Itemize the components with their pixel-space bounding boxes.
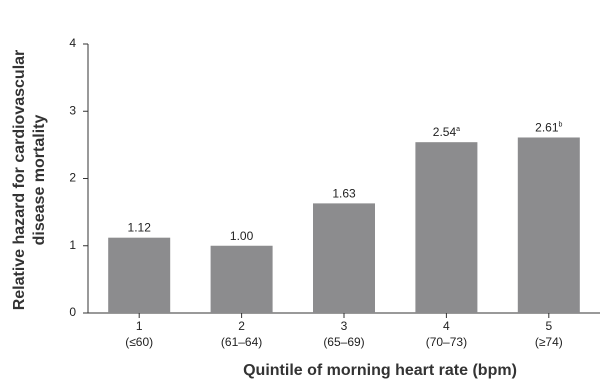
x-tick-label: 4	[443, 319, 450, 333]
y-tick-label: 1	[69, 238, 76, 252]
x-tick-label: 2	[238, 319, 245, 333]
bar	[517, 137, 580, 313]
value-label-note: a	[456, 126, 460, 133]
x-tick-sublabel: (70–73)	[426, 335, 467, 349]
value-label: 1.63	[332, 187, 356, 201]
y-tick-label: 2	[69, 171, 76, 185]
x-tick-label: 3	[341, 319, 348, 333]
value-label-text: 1.12	[128, 221, 152, 235]
value-label-text: 1.00	[230, 229, 254, 243]
value-label-note: b	[559, 121, 563, 128]
value-label-text: 2.54	[433, 125, 457, 139]
value-label-text: 2.61	[535, 121, 559, 135]
y-tick-label: 4	[69, 36, 76, 50]
value-label-text: 1.63	[332, 187, 356, 201]
value-label: 2.54a	[433, 125, 460, 139]
y-tick-label: 3	[69, 103, 76, 117]
y-axis-title: Relative hazard for cardiovascular	[11, 50, 28, 311]
x-tick-label: 5	[545, 319, 552, 333]
x-axis-title: Quintile of morning heart rate (bpm)	[243, 362, 517, 379]
y-tick-label: 0	[69, 305, 76, 319]
y-axis-title: disease mortality	[31, 115, 48, 246]
bar	[313, 203, 375, 313]
x-tick-sublabel: (≤60)	[125, 335, 153, 349]
bar	[415, 142, 478, 313]
x-tick-sublabel: (≥74)	[535, 335, 563, 349]
value-label: 1.00	[230, 229, 254, 243]
value-label: 2.61b	[535, 121, 562, 135]
x-tick-sublabel: (65–69)	[323, 335, 364, 349]
value-label: 1.12	[128, 221, 152, 235]
bar	[108, 237, 171, 313]
x-tick-sublabel: (61–64)	[221, 335, 262, 349]
x-tick-label: 1	[136, 319, 143, 333]
bar	[210, 245, 273, 313]
